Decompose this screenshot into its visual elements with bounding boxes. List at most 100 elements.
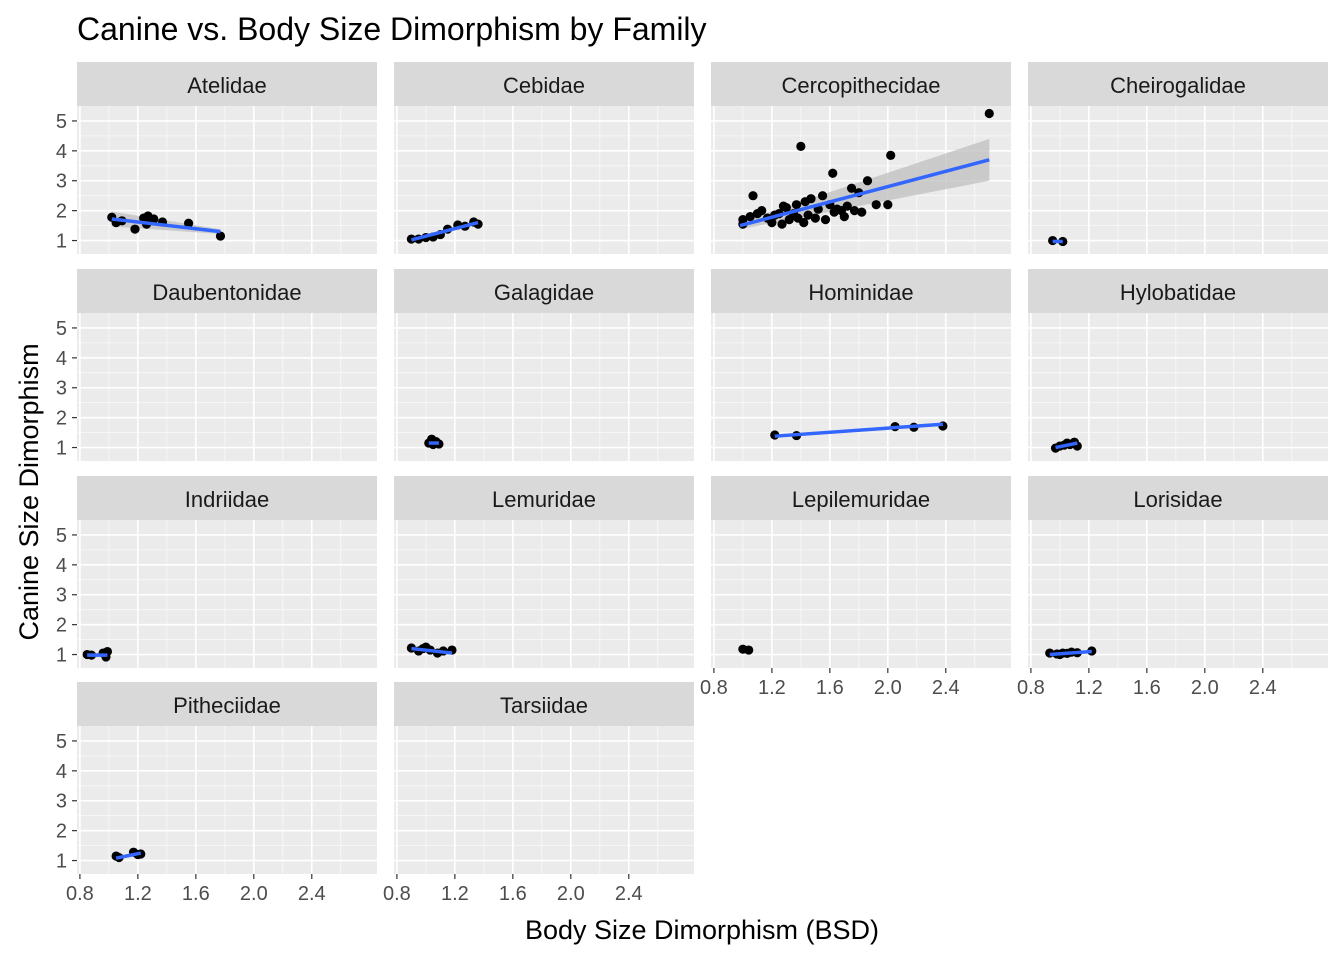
y-tick-label: 1 bbox=[56, 645, 67, 667]
facet-strip-label: Cheirogalidae bbox=[1110, 73, 1246, 98]
facet-strip bbox=[77, 682, 377, 726]
y-tick-label: 3 bbox=[56, 378, 67, 400]
facet-strip bbox=[1028, 269, 1328, 313]
fit-line bbox=[111, 217, 221, 234]
y-tick-label: 3 bbox=[56, 585, 67, 607]
facet-strip bbox=[77, 62, 377, 106]
facet-strip-label: Lemuridae bbox=[492, 487, 596, 512]
facet-strip bbox=[1028, 62, 1328, 106]
y-axis-label: Canine Size Dimorphism bbox=[14, 343, 44, 640]
facet-hylobatidae: Hylobatidae bbox=[1028, 269, 1328, 461]
y-tick-label: 4 bbox=[56, 555, 67, 577]
facet-lepilemuridae: Lepilemuridae 0.8 1.2 1.6 2.0 2.4 bbox=[700, 476, 1011, 699]
x-tick-label: 1.2 bbox=[124, 883, 152, 905]
facet-hominidae: Hominidae bbox=[711, 269, 1011, 461]
data-point bbox=[777, 219, 787, 229]
facet-cebidae: Cebidae bbox=[394, 62, 694, 254]
data-point bbox=[767, 218, 777, 228]
data-point bbox=[862, 176, 873, 186]
x-tick-label: 0.8 bbox=[700, 677, 728, 699]
facet-strip bbox=[394, 476, 694, 520]
y-tick-label: 2 bbox=[56, 408, 67, 430]
x-tick-label: 2.0 bbox=[557, 883, 585, 905]
facet-strip bbox=[394, 269, 694, 313]
data-point bbox=[820, 215, 831, 225]
facet-strip-label: Hominidae bbox=[808, 280, 913, 305]
facet-strip-label: Galagidae bbox=[494, 280, 594, 305]
facet-strip-label: Atelidae bbox=[187, 73, 267, 98]
x-tick-label: 2.4 bbox=[615, 883, 643, 905]
data-point bbox=[757, 206, 767, 216]
facet-strip-label: Lepilemuridae bbox=[792, 487, 930, 512]
data-point bbox=[842, 201, 852, 211]
x-axis-label: Body Size Dimorphism (BSD) bbox=[525, 915, 879, 945]
y-tick-label: 2 bbox=[56, 615, 67, 637]
x-tick-label: 1.2 bbox=[1075, 677, 1103, 699]
y-tick-label: 4 bbox=[56, 141, 67, 163]
fit-line bbox=[411, 646, 453, 655]
data-point bbox=[791, 200, 802, 210]
x-tick-label: 1.6 bbox=[499, 883, 527, 905]
y-tick-label: 4 bbox=[56, 348, 67, 370]
fit-line bbox=[410, 220, 479, 242]
facet-daubentonidae: Daubentonidae 1 2 3 4 5 bbox=[56, 269, 377, 461]
facet-atelidae: Atelidae 1 2 3 4 5 bbox=[56, 62, 377, 254]
fit-line bbox=[115, 851, 142, 860]
facet-strip bbox=[394, 682, 694, 726]
facet-strip-label: Lorisidae bbox=[1133, 487, 1222, 512]
data-point bbox=[748, 191, 758, 201]
x-tick-label: 2.4 bbox=[932, 677, 960, 699]
facet-cercopithecidae: Cercopithecidae bbox=[711, 62, 1011, 254]
facet-strip bbox=[77, 476, 377, 520]
facet-galagidae: Galagidae bbox=[394, 269, 694, 461]
data-point bbox=[886, 150, 896, 160]
facet-strip-label: Indriidae bbox=[185, 487, 269, 512]
facet-strip bbox=[394, 62, 694, 106]
data-point bbox=[846, 183, 857, 193]
fit-line bbox=[774, 422, 944, 438]
y-tick-label: 1 bbox=[56, 438, 67, 460]
facet-strip bbox=[77, 269, 377, 313]
facet-strip bbox=[711, 269, 1011, 313]
chart-title: Canine vs. Body Size Dimorphism by Famil… bbox=[77, 11, 707, 47]
facet-pitheciidae: Pitheciidae 1 2 3 4 5 0.8 1.2 1.6 2.0 2.4 bbox=[56, 682, 377, 905]
facet-strip-label: Hylobatidae bbox=[1120, 280, 1236, 305]
fit-line bbox=[1049, 649, 1092, 657]
facet-lorisidae: Lorisidae 0.8 1.2 1.6 2.0 2.4 bbox=[1017, 476, 1328, 699]
data-point bbox=[984, 108, 994, 119]
data-point bbox=[803, 210, 813, 220]
data-point bbox=[883, 200, 893, 210]
facet-strip bbox=[1028, 476, 1328, 520]
y-tick-label: 3 bbox=[56, 791, 67, 813]
x-tick-label: 1.2 bbox=[441, 883, 469, 905]
facet-strip-label: Cercopithecidae bbox=[782, 73, 941, 98]
facet-tarsiidae: Tarsiidae 0.8 1.2 1.6 2.0 2.4 bbox=[383, 682, 694, 905]
x-tick-label: 1.6 bbox=[816, 677, 844, 699]
y-tick-label: 2 bbox=[56, 201, 67, 223]
facet-strip-label: Daubentonidae bbox=[152, 280, 301, 305]
data-point bbox=[745, 212, 755, 222]
data-point bbox=[149, 214, 159, 224]
x-tick-label: 0.8 bbox=[383, 883, 411, 905]
data-point bbox=[130, 224, 140, 234]
data-point bbox=[828, 168, 838, 178]
facet-strip-label: Tarsiidae bbox=[500, 693, 588, 718]
data-point bbox=[183, 218, 194, 228]
facet-strip bbox=[711, 476, 1011, 520]
data-point bbox=[806, 194, 816, 204]
data-point bbox=[849, 206, 860, 216]
y-tick-label: 1 bbox=[56, 851, 67, 873]
data-point bbox=[799, 218, 809, 228]
x-tick-label: 2.0 bbox=[1191, 677, 1219, 699]
fit-line bbox=[739, 158, 990, 228]
data-point bbox=[817, 191, 828, 201]
x-tick-label: 2.4 bbox=[298, 883, 326, 905]
x-tick-label: 1.6 bbox=[182, 883, 210, 905]
x-tick-label: 2.4 bbox=[1249, 677, 1277, 699]
facet-strip-label: Cebidae bbox=[503, 73, 585, 98]
y-tick-label: 5 bbox=[56, 111, 67, 133]
facet-panels: Atelidae 1 2 3 4 5 Cebidae Cercopithecidae Cheir… bbox=[56, 62, 1328, 905]
x-tick-label: 2.0 bbox=[874, 677, 902, 699]
y-tick-label: 5 bbox=[56, 731, 67, 753]
data-point bbox=[796, 141, 806, 151]
